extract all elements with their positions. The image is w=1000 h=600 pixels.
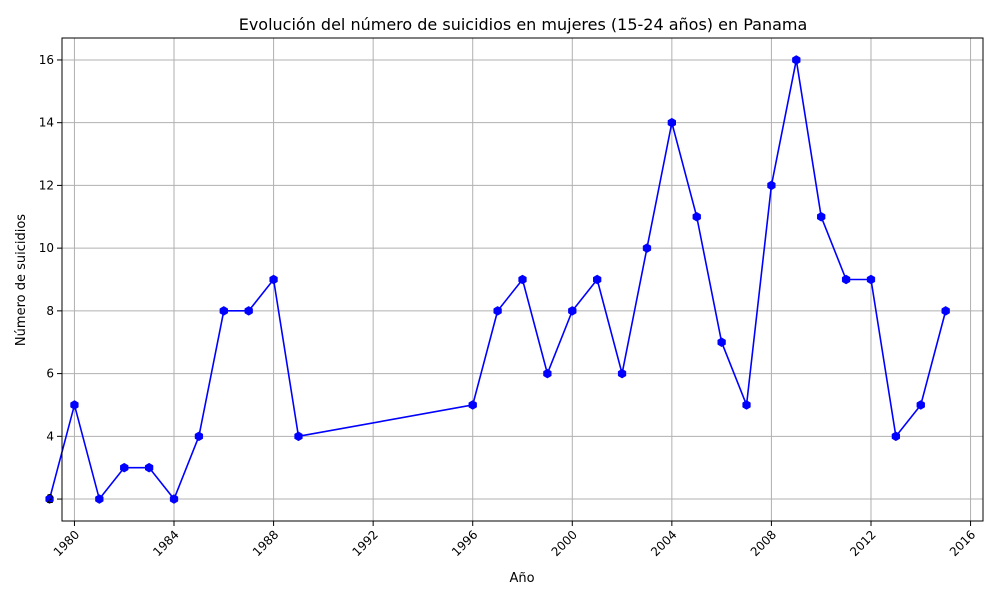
x-tick-label: 2000 <box>549 528 580 559</box>
x-tick-label: 2004 <box>648 528 679 559</box>
data-point <box>468 400 477 410</box>
data-point <box>642 243 652 253</box>
data-point <box>568 306 577 316</box>
x-axis-label: Año <box>509 571 534 586</box>
data-point <box>543 368 552 379</box>
data-point <box>244 306 253 316</box>
y-tick-label: 14 <box>39 116 54 130</box>
data-point <box>617 368 627 379</box>
y-tick-label: 6 <box>46 367 54 381</box>
y-tick-label: 12 <box>39 178 54 192</box>
data-point <box>667 117 676 128</box>
data-point <box>219 306 228 316</box>
data-point <box>269 274 278 285</box>
x-tick-label: 1984 <box>150 528 181 559</box>
data-point <box>941 306 950 316</box>
data-point <box>95 494 104 504</box>
y-tick-label: 10 <box>39 241 54 255</box>
data-point <box>891 431 901 442</box>
series <box>45 55 950 504</box>
x-tick-label: 1980 <box>51 528 82 559</box>
y-axis-label: Número de suicidios <box>14 214 29 346</box>
plot-frame <box>61 37 984 522</box>
data-point <box>717 337 726 348</box>
data-point <box>518 274 527 285</box>
y-tick-label: 16 <box>39 53 54 67</box>
data-point <box>169 494 179 504</box>
x-tick-label: 2008 <box>748 528 779 559</box>
data-point <box>817 211 826 222</box>
y-axis: 2 4 6 8 10 12 14 16 <box>39 53 62 506</box>
data-point <box>792 55 801 65</box>
data-point <box>767 180 776 191</box>
data-point <box>593 274 602 285</box>
y-tick-label: 8 <box>46 304 54 318</box>
data-point <box>194 431 204 442</box>
data-point <box>692 211 701 222</box>
y-tick-label: 2 <box>46 492 54 506</box>
data-point <box>841 274 851 285</box>
grid <box>62 38 983 521</box>
x-tick-label: 1996 <box>449 528 480 559</box>
x-tick-label: 1992 <box>349 528 380 559</box>
data-point <box>294 431 303 442</box>
x-tick-label: 2012 <box>847 528 878 559</box>
data-point <box>45 494 54 504</box>
data-point <box>144 462 154 473</box>
data-point <box>742 400 751 410</box>
chart-title: Evolución del número de suicidios en muj… <box>239 15 808 34</box>
data-point <box>493 306 502 316</box>
data-point <box>866 274 876 285</box>
x-axis: 1980 1984 1988 1992 1996 2000 2004 2008 2012 2016 <box>51 521 978 559</box>
data-point <box>916 400 925 410</box>
x-tick-label: 1988 <box>250 528 281 559</box>
x-tick-label: 2016 <box>947 528 978 559</box>
y-tick-label: 4 <box>46 429 54 443</box>
series-line <box>48 59 947 501</box>
data-point <box>120 462 129 473</box>
data-point <box>70 400 79 410</box>
